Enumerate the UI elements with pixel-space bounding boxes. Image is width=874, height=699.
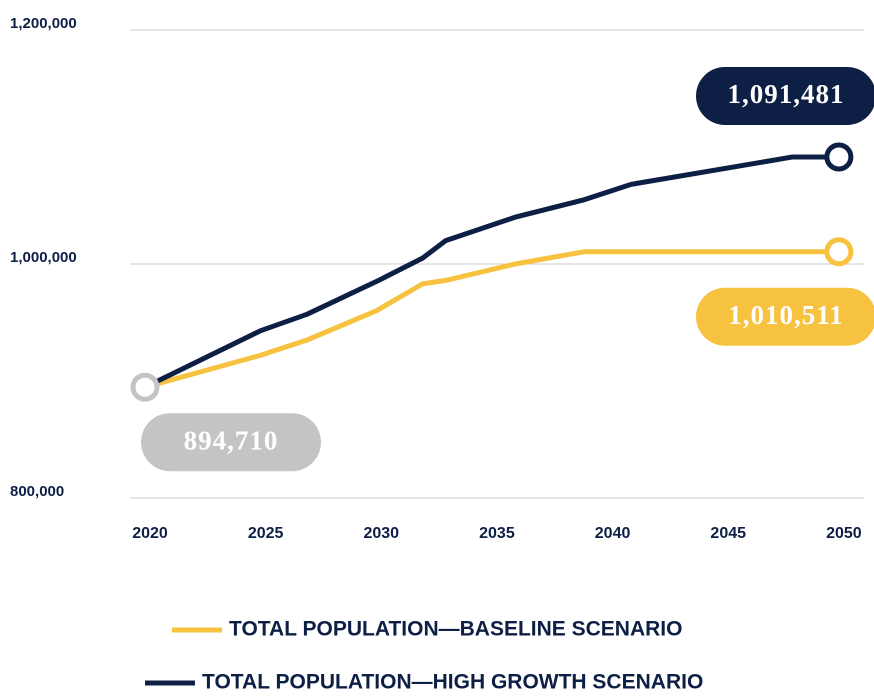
- y-tick-label: 1,200,000: [10, 15, 77, 32]
- line-series: [144, 249, 839, 390]
- legend-label: TOTAL POPULATION—BASELINE SCENARIO: [229, 618, 682, 641]
- value-label: 894,710: [184, 425, 279, 455]
- y-tick-label: 800,000: [10, 483, 64, 500]
- x-tick-label: 2050: [826, 525, 862, 542]
- line-series: [143, 154, 839, 390]
- y-tick-label: 1,000,000: [10, 249, 77, 266]
- x-tick-label: 2045: [710, 525, 746, 542]
- end-point: [824, 237, 854, 267]
- value-label-pill: [696, 287, 874, 346]
- x-tick-label: 2020: [132, 525, 168, 542]
- x-tick-label: 2035: [479, 525, 515, 542]
- value-label-pill: [696, 66, 874, 125]
- end-point: [130, 372, 160, 402]
- value-label: 1,091,481: [728, 79, 845, 109]
- x-tick-label: 2040: [595, 525, 631, 542]
- legend-label: TOTAL POPULATION—HIGH GROWTH SCENARIO: [202, 671, 703, 694]
- end-point: [824, 142, 854, 172]
- value-label: 1,010,511: [728, 300, 844, 330]
- x-tick-label: 2025: [248, 525, 284, 542]
- x-tick-label: 2030: [363, 525, 399, 542]
- value-label-pill: [141, 413, 321, 472]
